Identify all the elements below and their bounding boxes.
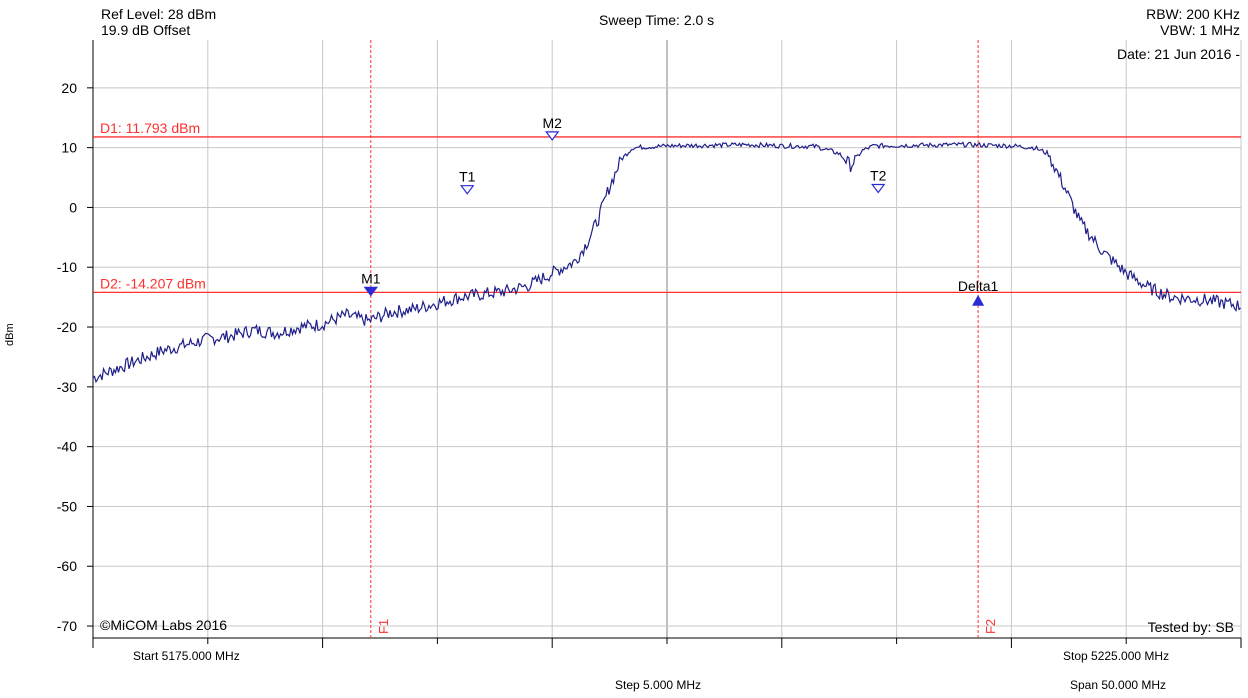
marker-label: Delta1 [958,278,999,294]
rbw: RBW: 200 KHz [1146,6,1240,22]
marker-triangle [545,131,560,141]
span-frequency: Span 50.000 MHz [1070,678,1167,692]
y-tick-label: -40 [57,439,77,455]
frequency-lines: F1 F2 [370,40,998,638]
y-tick-label: -70 [57,618,77,634]
y-tick-label: 0 [69,199,77,215]
marker-triangle [460,185,475,195]
display-line-label: D2: -14.207 dBm [100,275,206,291]
display-lines: D1: 11.793 dBm D2: -14.207 dBm [93,120,1241,294]
stop-frequency: Stop 5225.000 MHz [1063,649,1170,663]
sweep-time: Sweep Time: 2.0 s [599,12,715,28]
marker-triangle [972,294,985,306]
y-tick-label: -30 [57,379,77,395]
display-line-label: D1: 11.793 dBm [100,120,200,136]
y-tick-label: 10 [61,140,77,156]
frequency-line-label: F1 [376,619,391,634]
date: Date: 21 Jun 2016 - [1117,46,1240,62]
start-frequency: Start 5175.000 MHz [133,649,240,663]
x-axis-ticks [92,638,1242,648]
y-tick-label: -20 [57,319,77,335]
marker-triangle [363,286,379,297]
frequency-line-label: F2 [983,619,998,634]
step-frequency: Step 5.000 MHz [615,678,702,692]
vbw: VBW: 1 MHz [1160,22,1240,38]
marker-label: T2 [870,168,887,184]
copyright: ©MiCOM Labs 2016 [100,617,228,633]
tested-by: Tested by: SB [1147,619,1234,635]
marker-triangle [871,183,886,194]
y-axis-ticks: 20 10 0 -10 -20 -30 -40 -50 -60 -70 [57,80,93,634]
marker-label: T1 [459,169,476,185]
spectrum-trace [92,141,1241,384]
y-tick-label: -10 [57,259,77,275]
offset: 19.9 dB Offset [101,22,191,38]
y-tick-label: -50 [57,498,77,514]
y-axis-label: dBm [4,323,16,346]
y-tick-label: -60 [57,558,77,574]
grid [92,40,1242,639]
ref-level: Ref Level: 28 dBm [101,6,217,22]
marker-label: M1 [361,270,381,286]
marker-label: M2 [542,115,562,131]
markers: M1 M2 T1 T2 Delta1 [361,115,999,306]
y-tick-label: 20 [61,80,77,96]
